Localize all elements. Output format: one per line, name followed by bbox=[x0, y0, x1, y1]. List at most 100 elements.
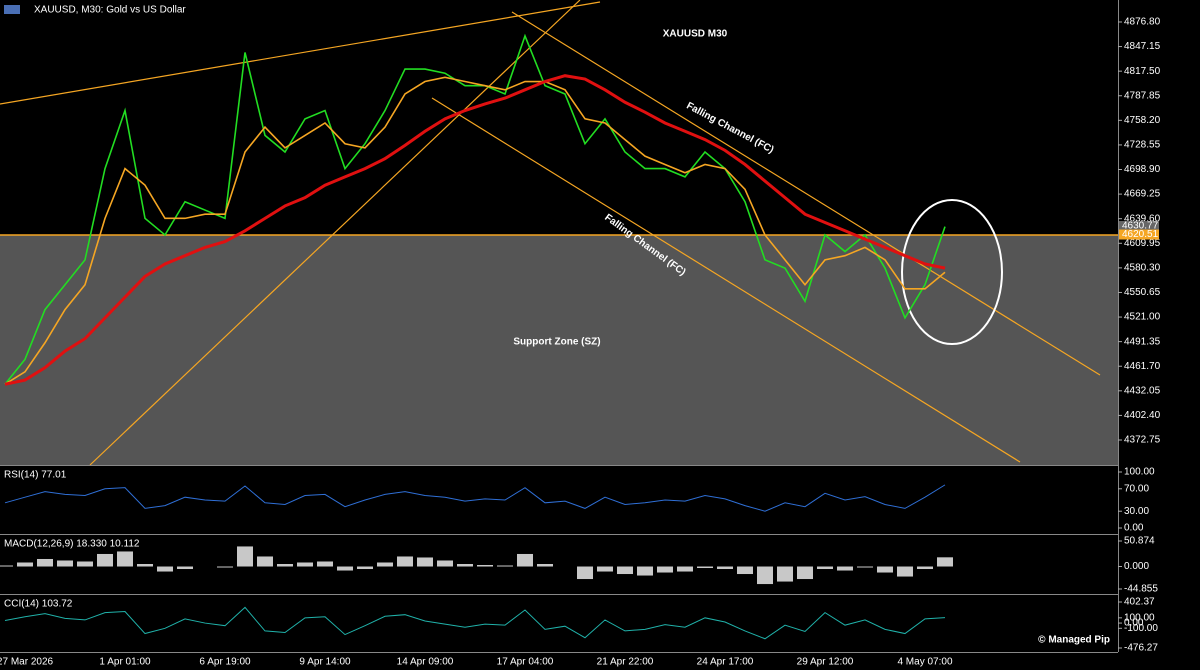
icon bbox=[4, 5, 20, 14]
histogram-bar bbox=[397, 556, 413, 567]
support-zone bbox=[0, 235, 1118, 465]
histogram-bar bbox=[477, 565, 493, 567]
y-tick-label: 4580.30 bbox=[1124, 263, 1161, 274]
y-tick-label: 4491.35 bbox=[1124, 336, 1161, 347]
histogram-bar bbox=[577, 566, 593, 580]
x-tick-label: 17 Apr 04:00 bbox=[497, 657, 554, 668]
histogram-bar bbox=[617, 566, 633, 575]
histogram-bar bbox=[177, 566, 193, 570]
histogram-bar bbox=[597, 566, 613, 572]
series-line bbox=[4, 74, 946, 386]
histogram-bar bbox=[237, 546, 253, 567]
y-tick-label: 4847.15 bbox=[1124, 41, 1161, 52]
trend-line bbox=[89, 0, 581, 466]
histogram-bar bbox=[797, 566, 813, 580]
highlight-circle bbox=[901, 199, 1003, 345]
histogram-bar bbox=[277, 564, 293, 567]
series-line bbox=[4, 33, 946, 385]
y-tick-label: 4432.05 bbox=[1124, 385, 1161, 396]
y-tick-label: 4461.70 bbox=[1124, 361, 1161, 372]
panel-title: CCI(14) 103.72 bbox=[4, 599, 73, 610]
histogram-bar bbox=[437, 560, 453, 567]
histogram-bar bbox=[937, 557, 953, 567]
header: XAUUSD, M30: Gold vs US Dollar bbox=[34, 5, 186, 16]
price-level-label: 4620.51 bbox=[1122, 229, 1159, 240]
y-tick-label: 0.00 bbox=[1124, 618, 1144, 629]
y-tick-label: 4639.60 bbox=[1124, 213, 1161, 224]
histogram-bar bbox=[757, 566, 773, 585]
histogram-bar bbox=[157, 566, 173, 572]
y-tick-label: -44.855 bbox=[1124, 584, 1158, 595]
y-tick-label: 50.874 bbox=[1124, 536, 1155, 547]
histogram-bar bbox=[257, 556, 273, 567]
x-tick-label: 24 Apr 17:00 bbox=[697, 657, 754, 668]
y-tick-label: 4758.20 bbox=[1124, 115, 1161, 126]
y-tick-label: 4550.65 bbox=[1124, 287, 1161, 298]
y-tick-label: 4402.40 bbox=[1124, 410, 1161, 421]
watermark: © Managed Pip bbox=[1038, 635, 1110, 646]
x-tick-label: 14 Apr 09:00 bbox=[397, 657, 454, 668]
y-tick-label: 70.00 bbox=[1124, 483, 1149, 494]
panel-title: MACD(12,26,9) 18.330 10.112 bbox=[4, 539, 140, 550]
y-tick-label: -476.27 bbox=[1124, 643, 1158, 654]
price-level-box bbox=[1119, 221, 1159, 232]
histogram-bar bbox=[57, 560, 73, 567]
y-tick-label: 0.00 bbox=[1124, 523, 1144, 534]
y-tick-label: 30.00 bbox=[1124, 506, 1149, 517]
histogram-bar bbox=[497, 565, 513, 567]
histogram-bar bbox=[457, 564, 473, 567]
histogram-bar bbox=[537, 564, 553, 567]
histogram-bar bbox=[337, 566, 353, 571]
histogram-bar bbox=[857, 566, 873, 568]
histogram-bar bbox=[917, 566, 933, 570]
histogram-bar bbox=[897, 566, 913, 577]
trend-lines bbox=[0, 0, 1101, 466]
y-tick-label: 4817.50 bbox=[1124, 66, 1161, 77]
histogram-bar bbox=[17, 562, 33, 567]
trend-line bbox=[0, 1, 601, 105]
y-tick-label: 0.000 bbox=[1124, 561, 1149, 572]
channel-line bbox=[431, 97, 1021, 463]
y-tick-label: 4609.95 bbox=[1124, 238, 1161, 249]
y-tick-label: 4372.75 bbox=[1124, 435, 1161, 446]
histogram-bar bbox=[777, 566, 793, 582]
y-tick-label: 4876.80 bbox=[1124, 17, 1161, 28]
histogram-bar bbox=[317, 561, 333, 567]
x-tick-label: 1 Apr 01:00 bbox=[99, 657, 151, 668]
histogram-bar bbox=[97, 553, 113, 567]
histogram-bar bbox=[677, 566, 693, 572]
y-tick-label: 100.00 bbox=[1124, 467, 1155, 478]
histogram-bar bbox=[697, 566, 713, 569]
histogram-bar bbox=[297, 562, 313, 567]
channel-line bbox=[511, 11, 1101, 376]
histogram-bar bbox=[417, 557, 433, 567]
histogram-bar bbox=[637, 566, 653, 576]
histogram-bar bbox=[117, 551, 133, 567]
histogram-bar bbox=[137, 564, 153, 567]
y-tick-label: 100.00 bbox=[1124, 612, 1155, 623]
histogram-bar bbox=[217, 566, 233, 568]
x-tick-label: 4 May 07:00 bbox=[897, 657, 952, 668]
y-tick-label: -100.00 bbox=[1124, 623, 1158, 634]
y-tick-label: 4521.00 bbox=[1124, 312, 1161, 323]
x-tick-label: 6 Apr 19:00 bbox=[199, 657, 251, 668]
series-line bbox=[4, 76, 946, 385]
x-tick-label: 27 Mar 2026 bbox=[0, 657, 54, 668]
histogram-bar bbox=[0, 565, 13, 567]
histogram-bar bbox=[737, 566, 753, 575]
series-line bbox=[4, 484, 946, 512]
price-level-box bbox=[1119, 229, 1159, 240]
histogram-bar bbox=[377, 562, 393, 567]
y-tick-label: 4698.90 bbox=[1124, 164, 1161, 175]
histogram-bar bbox=[717, 566, 733, 570]
x-tick-label: 29 Apr 12:00 bbox=[797, 657, 854, 668]
y-tick-label: 4728.55 bbox=[1124, 140, 1161, 151]
x-tick-label: 9 Apr 14:00 bbox=[299, 657, 351, 668]
x-tick-label: 21 Apr 22:00 bbox=[597, 657, 654, 668]
histogram-bar bbox=[77, 561, 93, 567]
histogram-bar bbox=[837, 566, 853, 571]
chart-title: XAUUSD M30 bbox=[663, 29, 728, 40]
y-tick-label: 4669.25 bbox=[1124, 189, 1161, 200]
series-line bbox=[4, 606, 946, 640]
